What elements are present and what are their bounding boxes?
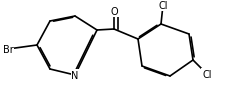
- Text: Cl: Cl: [202, 69, 212, 79]
- Text: N: N: [71, 70, 79, 80]
- Text: O: O: [110, 7, 118, 17]
- Text: Cl: Cl: [158, 1, 168, 11]
- Text: Br: Br: [3, 45, 13, 55]
